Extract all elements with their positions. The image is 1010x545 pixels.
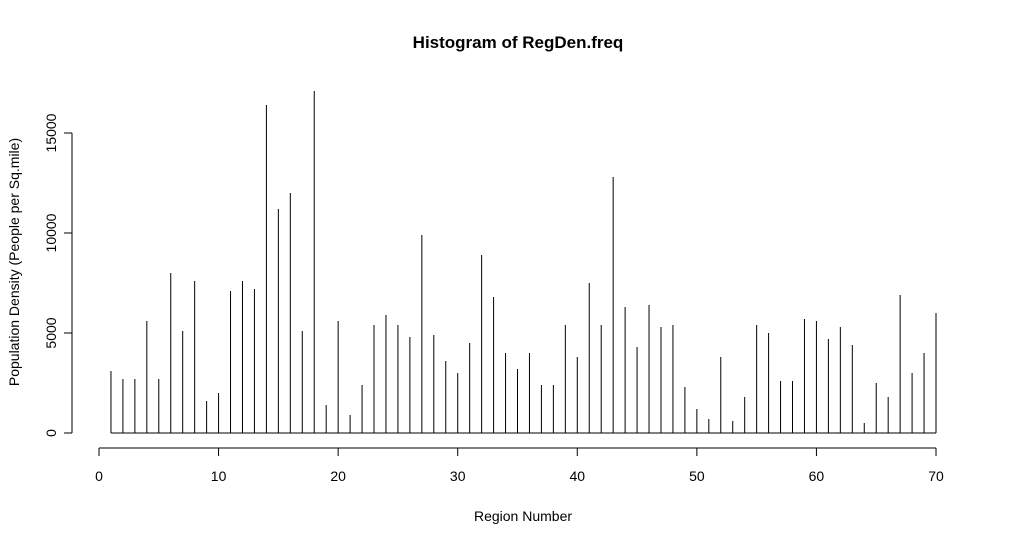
- x-tick-label: 10: [211, 468, 227, 484]
- x-tick-label: 20: [330, 468, 346, 484]
- x-tick-label: 70: [928, 468, 944, 484]
- y-tick-label: 10000: [43, 213, 59, 252]
- x-axis: 0 10 20 30 40 50 60 70: [95, 448, 944, 484]
- y-axis-label: Population Density (People per Sq.mile): [6, 138, 22, 386]
- x-tick-label: 0: [95, 468, 103, 484]
- x-tick-label: 40: [569, 468, 585, 484]
- x-tick-label: 60: [809, 468, 825, 484]
- x-tick-label: 50: [689, 468, 705, 484]
- y-tick-label: 0: [43, 429, 59, 437]
- bar-series: [111, 91, 936, 433]
- y-tick-label: 15000: [43, 113, 59, 152]
- x-axis-label: Region Number: [474, 508, 572, 524]
- y-tick-label: 5000: [43, 317, 59, 348]
- y-axis: 0 5000 10000 15000: [43, 113, 72, 437]
- x-tick-label: 30: [450, 468, 466, 484]
- chart-title: Histogram of RegDen.freq: [413, 33, 624, 52]
